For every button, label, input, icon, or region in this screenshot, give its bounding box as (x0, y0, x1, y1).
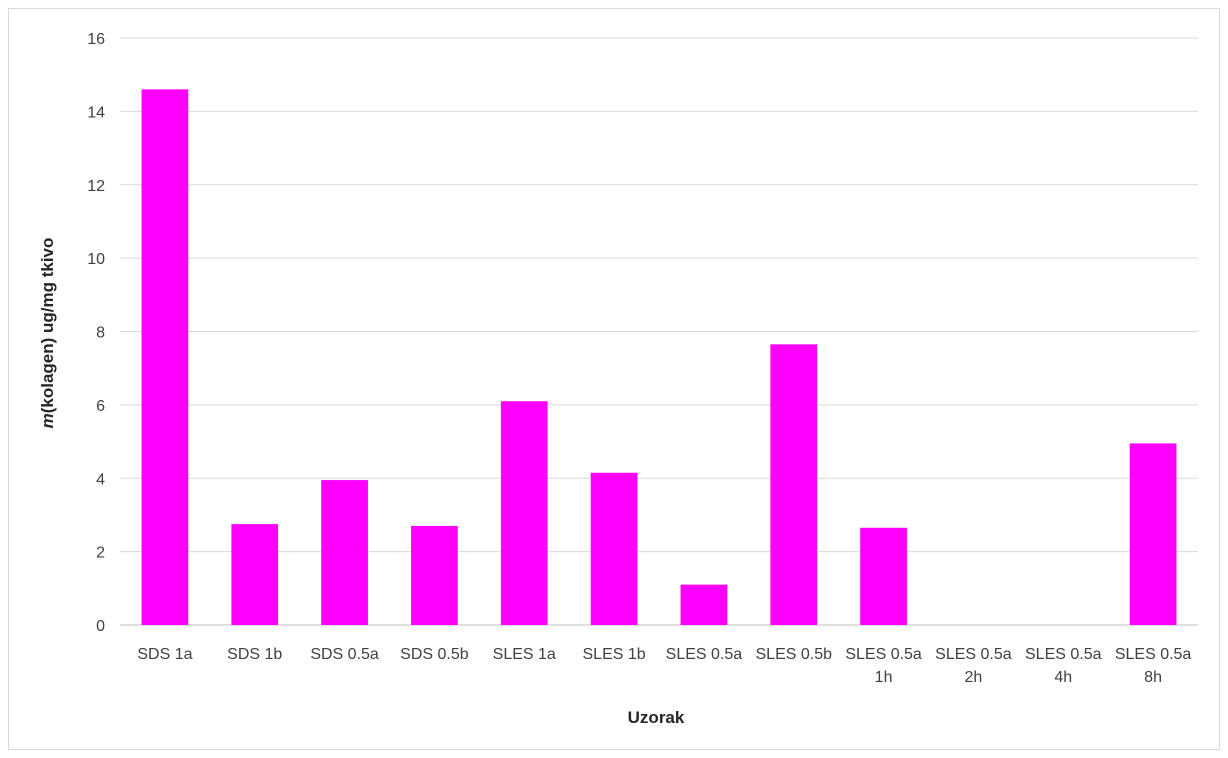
bar (680, 584, 728, 625)
x-tick-label: SDS 0.5b (400, 646, 469, 663)
bar (231, 524, 279, 625)
y-tick-labels: 0 2 4 6 8 10 12 14 16 (87, 31, 105, 635)
x-tick-label: SDS 0.5a (310, 646, 379, 663)
y-tick-label: 0 (96, 618, 105, 635)
y-tick-label: 2 (96, 545, 105, 562)
bar (770, 344, 818, 625)
y-tick-label: 6 (96, 398, 105, 415)
x-tick-label: SLES 0.5a 4h (1025, 646, 1102, 686)
y-tick-label: 12 (87, 178, 105, 195)
y-tick-label: 8 (96, 325, 105, 342)
x-axis-title: Uzorak (628, 708, 685, 727)
y-axis-title-italic: m (38, 413, 57, 428)
y-tick-label: 14 (87, 104, 105, 121)
chart-frame (8, 8, 1220, 750)
bar (590, 472, 638, 625)
y-tick-label: 16 (87, 31, 105, 48)
bars (141, 89, 1177, 626)
x-tick-label: SLES 0.5a 1h (845, 646, 922, 686)
x-tick-label: SLES 1b (583, 646, 646, 663)
x-tick-labels: SDS 1a SDS 1b SDS 0.5a SDS 0.5b SLES 1a SLES … (137, 646, 1191, 686)
x-tick-label: SDS 1a (137, 646, 192, 663)
bar (141, 89, 189, 626)
x-tick-label: SLES 0.5a (666, 646, 743, 663)
y-tick-label: 4 (96, 471, 105, 488)
bar (1129, 443, 1177, 625)
gridlines (120, 37, 1198, 626)
bar (860, 527, 907, 625)
x-tick-label: SLES 1a (493, 646, 556, 663)
x-tick-label: SLES 0.5a 2h (935, 646, 1012, 686)
y-tick-label: 10 (87, 251, 105, 268)
bar (321, 480, 368, 625)
bar (411, 525, 458, 625)
x-tick-label: SDS 1b (227, 646, 282, 663)
x-tick-label: SLES 0.5a 8h (1115, 646, 1192, 686)
y-axis-title-rest: (kolagen) ug/mg tkivo (38, 238, 57, 414)
x-tick-label: SLES 0.5b (756, 646, 833, 663)
bar (500, 401, 548, 625)
y-axis-title: m(kolagen) ug/mg tkivo (38, 238, 57, 429)
